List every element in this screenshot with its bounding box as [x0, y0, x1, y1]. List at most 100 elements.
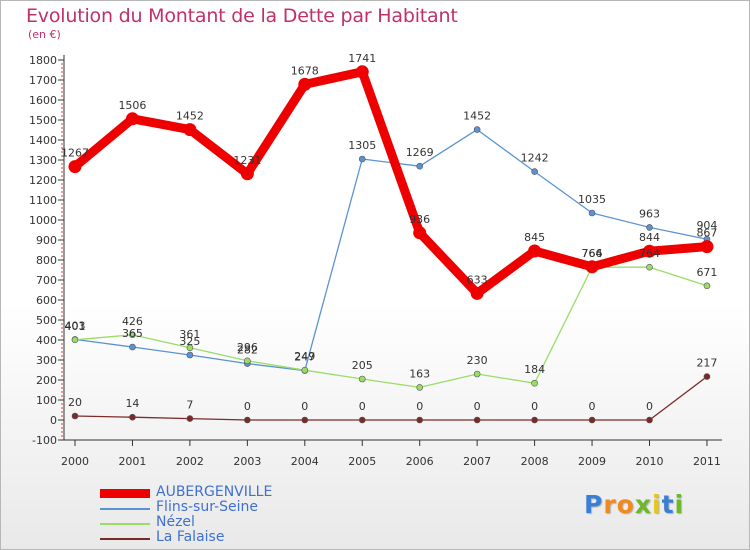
- data-point: [585, 260, 599, 274]
- legend-swatch: [100, 508, 150, 510]
- data-label: 671: [696, 266, 717, 279]
- x-tick-label: 2011: [693, 455, 721, 468]
- data-point: [413, 226, 427, 240]
- data-point: [531, 416, 538, 424]
- y-tick-label: 600: [36, 294, 57, 307]
- data-label: 1231: [233, 154, 261, 167]
- x-tick-label: 2007: [463, 455, 491, 468]
- y-tick-label: 400: [36, 334, 57, 347]
- data-point: [301, 366, 309, 374]
- data-label: 904: [696, 219, 717, 232]
- logo-letter: i: [652, 490, 662, 519]
- y-tick-label: 1700: [29, 74, 57, 87]
- data-point: [68, 160, 82, 174]
- data-label: 963: [639, 207, 660, 220]
- legend-label: AUBERGENVILLE: [156, 484, 273, 500]
- data-label: 426: [122, 315, 143, 328]
- data-label: 766: [582, 247, 603, 260]
- data-label: 361: [179, 328, 200, 341]
- data-label: 365: [122, 327, 143, 340]
- data-point: [129, 343, 136, 351]
- data-point: [646, 416, 653, 424]
- legend-swatch: [100, 523, 150, 525]
- data-label: 230: [467, 354, 488, 367]
- data-label: 1305: [348, 139, 376, 152]
- legend-label: La Falaise: [156, 529, 225, 545]
- data-label: 0: [244, 400, 251, 413]
- data-point: [416, 384, 424, 391]
- data-label: 936: [409, 213, 430, 226]
- data-point: [646, 224, 653, 231]
- series-line-2: [74, 266, 708, 389]
- data-label: 0: [301, 400, 308, 413]
- x-tick-label: 2006: [406, 455, 434, 468]
- x-tick-label: 2003: [233, 455, 261, 468]
- x-tick-label: 2001: [118, 455, 146, 468]
- data-label: 1267: [61, 147, 89, 160]
- data-label: 249: [294, 350, 315, 363]
- data-point: [125, 112, 139, 126]
- data-label: 247: [294, 351, 315, 364]
- y-tick-label: 1400: [29, 134, 57, 147]
- data-point: [298, 77, 312, 91]
- data-label: 217: [696, 357, 717, 370]
- legend-swatch: [100, 489, 150, 498]
- legend-label: Nézel: [156, 514, 195, 530]
- y-tick-label: 700: [36, 274, 57, 287]
- data-point: [358, 416, 366, 424]
- data-point: [71, 336, 79, 344]
- data-label: 1242: [521, 152, 549, 165]
- data-label: 20: [68, 396, 82, 409]
- data-point: [646, 263, 653, 271]
- data-point: [186, 344, 194, 352]
- data-label: 764: [582, 247, 603, 260]
- logo-letter: P: [584, 490, 604, 519]
- legend-swatch: [100, 538, 150, 540]
- data-point: [531, 168, 538, 175]
- data-point: [186, 415, 194, 422]
- y-tick-label: 1100: [29, 194, 57, 207]
- data-label: 7: [186, 399, 193, 412]
- y-tick-label: 500: [36, 314, 57, 327]
- chart-unit: (en €): [28, 28, 61, 41]
- data-point: [703, 373, 711, 380]
- y-tick-label: 1600: [29, 94, 57, 107]
- x-tick-label: 2004: [291, 455, 319, 468]
- y-tick-label: 100: [36, 394, 57, 407]
- data-point: [301, 416, 309, 424]
- data-label: 1035: [578, 193, 606, 206]
- data-label: 1741: [348, 52, 376, 65]
- y-tick-label: 800: [36, 254, 57, 267]
- data-label: 0: [646, 400, 653, 413]
- data-point: [531, 379, 538, 387]
- data-label: 1452: [176, 110, 204, 123]
- data-point: [700, 240, 714, 254]
- data-label: 163: [409, 367, 430, 380]
- data-point: [703, 282, 711, 290]
- data-label: 0: [589, 400, 596, 413]
- data-point: [240, 167, 254, 181]
- data-label: 1269: [406, 146, 434, 159]
- data-point: [244, 357, 251, 365]
- y-tick-label: 1800: [29, 54, 57, 67]
- data-label: 0: [474, 400, 481, 413]
- y-tick-label: 200: [36, 374, 57, 387]
- data-point: [416, 162, 424, 170]
- data-label: 1506: [118, 99, 146, 112]
- data-label: 1452: [463, 110, 491, 123]
- logo-letter: i: [674, 490, 685, 519]
- data-label: 845: [524, 231, 545, 244]
- data-point: [528, 244, 542, 258]
- data-point: [129, 331, 136, 339]
- data-label: 296: [237, 341, 258, 354]
- data-point: [129, 413, 136, 421]
- data-label: 184: [524, 363, 545, 376]
- data-point: [186, 351, 194, 359]
- data-point: [588, 416, 596, 424]
- data-label: 844: [639, 231, 660, 244]
- x-tick-label: 2002: [176, 455, 204, 468]
- data-label: 282: [237, 344, 258, 357]
- data-point: [588, 209, 596, 217]
- y-tick-label: 1500: [29, 114, 57, 127]
